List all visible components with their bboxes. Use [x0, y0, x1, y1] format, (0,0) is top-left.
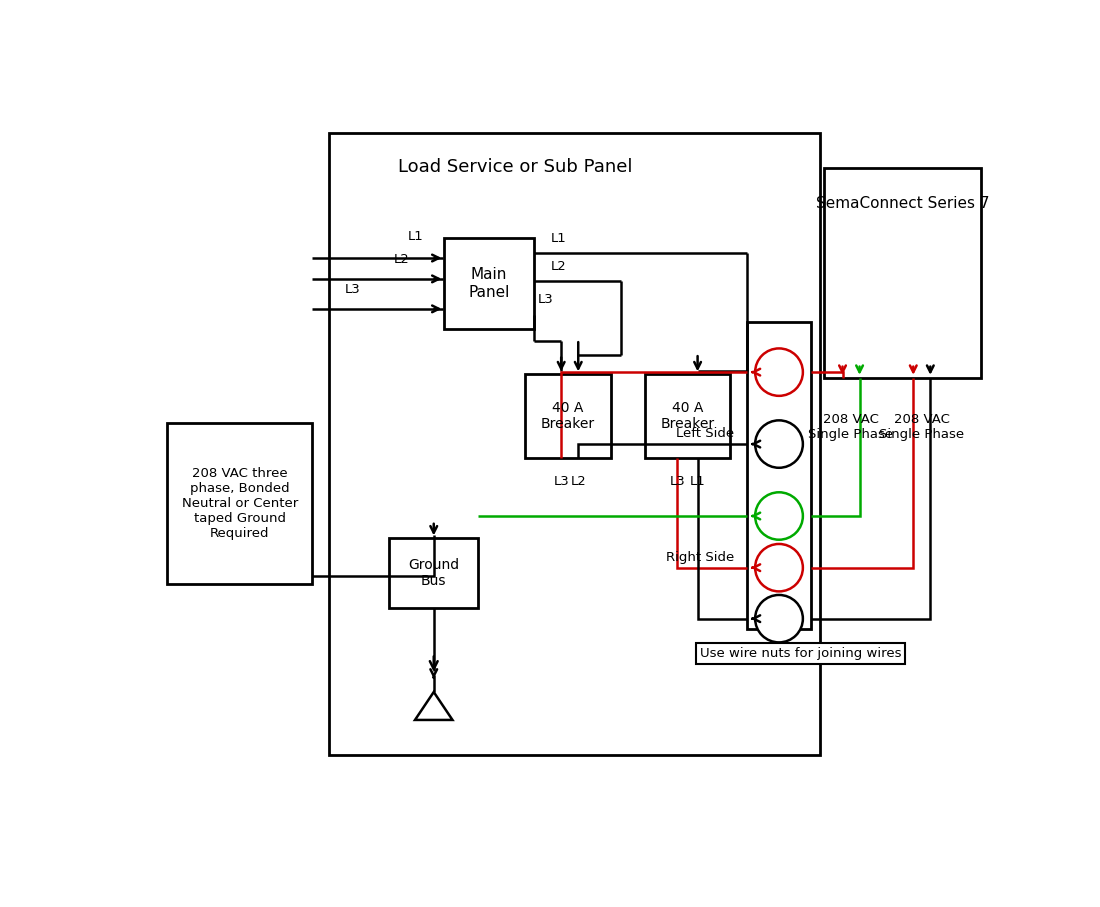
Bar	[329, 133, 820, 755]
Text: Ground
Bus: Ground Bus	[408, 558, 460, 589]
Text: L1: L1	[690, 475, 705, 489]
Bar	[444, 238, 534, 329]
Text: Main
Panel: Main Panel	[469, 268, 509, 299]
Text: L1: L1	[408, 229, 424, 243]
Bar	[824, 168, 981, 377]
Text: Load Service or Sub Panel: Load Service or Sub Panel	[398, 158, 632, 176]
Text: 40 A
Breaker: 40 A Breaker	[541, 401, 595, 431]
Circle shape	[755, 493, 803, 540]
Bar	[526, 375, 610, 458]
Circle shape	[755, 544, 803, 591]
Text: L2: L2	[394, 253, 409, 267]
Text: 40 A
Breaker: 40 A Breaker	[660, 401, 714, 431]
Text: SemaConnect Series 7: SemaConnect Series 7	[816, 196, 989, 211]
Circle shape	[755, 420, 803, 468]
Text: L3: L3	[538, 294, 554, 307]
Circle shape	[755, 595, 803, 642]
Text: 208 VAC
Single Phase: 208 VAC Single Phase	[879, 413, 965, 441]
Bar	[167, 423, 312, 584]
Text: Use wire nuts for joining wires: Use wire nuts for joining wires	[700, 647, 901, 659]
Text: Left Side: Left Side	[676, 427, 735, 440]
Text: L2: L2	[571, 475, 586, 489]
Text: L3: L3	[553, 475, 569, 489]
Text: L3: L3	[344, 283, 361, 297]
Bar	[747, 322, 811, 629]
Text: L1: L1	[551, 232, 566, 245]
Bar	[389, 539, 478, 609]
Text: 208 VAC
Single Phase: 208 VAC Single Phase	[808, 413, 893, 441]
Text: L3: L3	[669, 475, 685, 489]
Bar	[645, 375, 730, 458]
Text: L2: L2	[551, 260, 566, 273]
Text: 208 VAC three
phase, Bonded
Neutral or Center
taped Ground
Required: 208 VAC three phase, Bonded Neutral or C…	[182, 467, 298, 540]
Text: Right Side: Right Side	[666, 551, 735, 564]
Circle shape	[755, 348, 803, 395]
